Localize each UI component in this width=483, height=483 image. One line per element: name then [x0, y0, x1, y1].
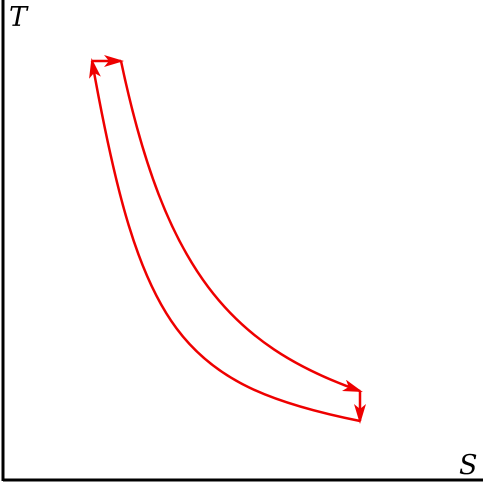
cycle-upper-curve — [119, 60, 363, 393]
s-axis-label: S — [459, 450, 478, 481]
cycle-lower-curve — [89, 58, 361, 423]
t-axis-label: T — [9, 2, 29, 33]
